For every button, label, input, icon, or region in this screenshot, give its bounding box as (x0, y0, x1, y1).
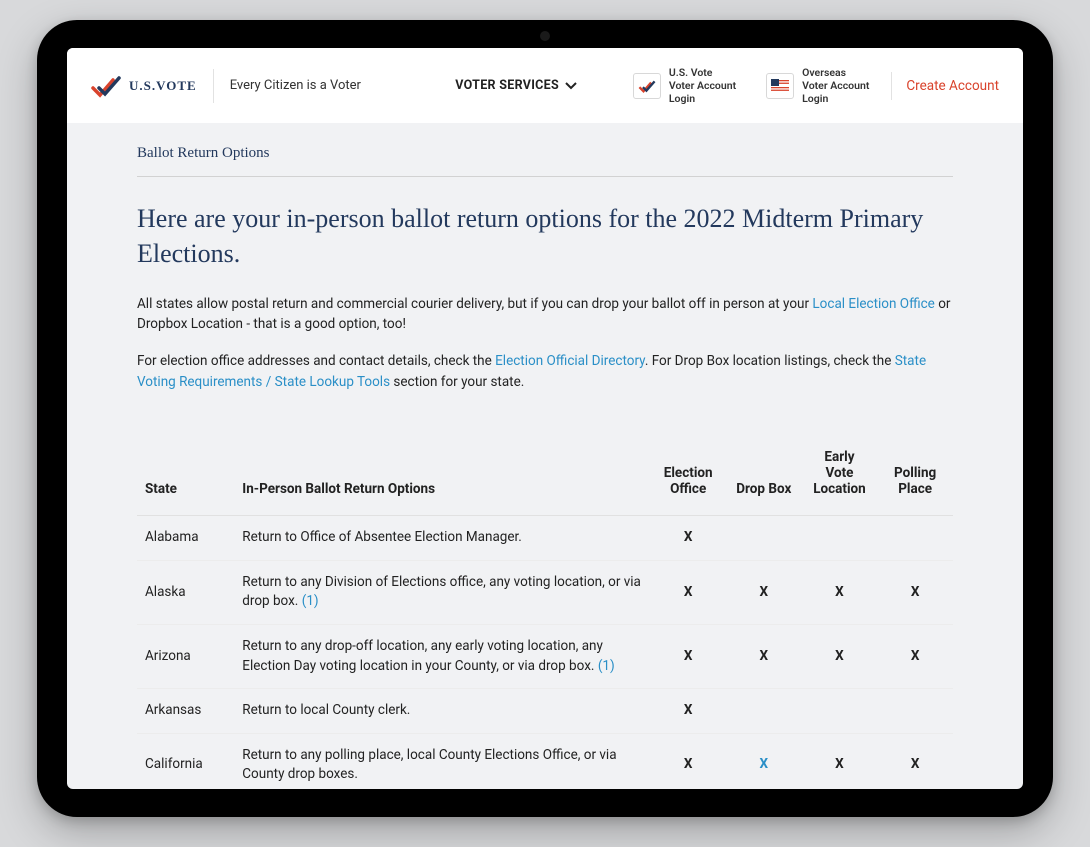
cell-early-vote (802, 689, 878, 734)
tagline: Every Citizen is a Voter (230, 78, 361, 93)
create-account-link[interactable]: Create Account (891, 72, 999, 100)
cell-polling-place (877, 516, 953, 561)
cell-options: Return to local County clerk. (234, 689, 650, 734)
col-state: State (137, 435, 234, 516)
cell-options: Return to any polling place, local Count… (234, 733, 650, 789)
footnote-link[interactable]: (1) (598, 658, 615, 674)
table-row: AlabamaReturn to Office of Absentee Elec… (137, 516, 953, 561)
cell-early-vote: X (802, 624, 878, 688)
col-early-vote: Early Vote Location (802, 435, 878, 516)
voter-services-label: VOTER SERVICES (455, 78, 559, 93)
election-official-directory-link[interactable]: Election Official Directory (495, 353, 645, 369)
cell-drop-box[interactable]: X (726, 733, 802, 789)
table-row: CaliforniaReturn to any polling place, l… (137, 733, 953, 789)
cell-options: Return to Office of Absentee Election Ma… (234, 516, 650, 561)
cell-election-office: X (650, 560, 726, 624)
overseas-login-label: Overseas Voter Account Login (802, 66, 869, 105)
cell-early-vote (802, 516, 878, 561)
cell-drop-box: X (726, 624, 802, 688)
header-divider (213, 69, 214, 103)
cell-state: Arizona (137, 624, 234, 688)
footnote-link[interactable]: (1) (302, 593, 319, 609)
cell-polling-place: X (877, 733, 953, 789)
intro-paragraph-1: All states allow postal return and comme… (137, 294, 953, 336)
logo[interactable]: U.S.VOTE (91, 74, 197, 98)
logo-text: U.S.VOTE (129, 78, 197, 94)
overseas-login-icon (766, 73, 794, 99)
cell-state: California (137, 733, 234, 789)
col-options: In-Person Ballot Return Options (234, 435, 650, 516)
cell-state: Alaska (137, 560, 234, 624)
cell-early-vote: X (802, 733, 878, 789)
cell-drop-box: X (726, 560, 802, 624)
screen: U.S.VOTE Every Citizen is a Voter VOTER … (67, 48, 1023, 789)
cell-election-office: X (650, 624, 726, 688)
cell-options: Return to any drop-off location, any ear… (234, 624, 650, 688)
col-polling-place: Polling Place (877, 435, 953, 516)
cell-options: Return to any Division of Elections offi… (234, 560, 650, 624)
usvote-login-label: U.S. Vote Voter Account Login (669, 66, 736, 105)
cell-polling-place: X (877, 560, 953, 624)
col-drop-box: Drop Box (726, 435, 802, 516)
tablet-frame: U.S.VOTE Every Citizen is a Voter VOTER … (37, 20, 1053, 817)
table-header-row: State In-Person Ballot Return Options El… (137, 435, 953, 516)
main-content: Ballot Return Options Here are your in-p… (67, 123, 1023, 789)
cell-polling-place: X (877, 624, 953, 688)
overseas-login[interactable]: Overseas Voter Account Login (758, 62, 877, 109)
cell-election-office: X (650, 733, 726, 789)
voter-services-dropdown[interactable]: VOTER SERVICES (455, 78, 577, 93)
page-title: Here are your in-person ballot return op… (137, 201, 953, 271)
table-row: ArkansasReturn to local County clerk.X (137, 689, 953, 734)
site-header: U.S.VOTE Every Citizen is a Voter VOTER … (67, 48, 1023, 123)
chevron-down-icon (565, 82, 577, 90)
usvote-login-icon (633, 73, 661, 99)
usvote-logo-icon (91, 74, 121, 98)
col-election-office: Election Office (650, 435, 726, 516)
cell-election-office: X (650, 689, 726, 734)
usvote-login[interactable]: U.S. Vote Voter Account Login (625, 62, 744, 109)
cell-election-office: X (650, 516, 726, 561)
content-divider (137, 176, 953, 177)
table-viewport: State In-Person Ballot Return Options El… (137, 409, 953, 789)
breadcrumb[interactable]: Ballot Return Options (137, 141, 953, 176)
table-row: ArizonaReturn to any drop-off location, … (137, 624, 953, 688)
cell-state: Alabama (137, 516, 234, 561)
ballot-options-table: State In-Person Ballot Return Options El… (137, 435, 953, 789)
table-row: AlaskaReturn to any Division of Election… (137, 560, 953, 624)
intro-paragraph-2: For election office addresses and contac… (137, 351, 953, 393)
local-election-office-link[interactable]: Local Election Office (812, 296, 934, 312)
cell-early-vote: X (802, 560, 878, 624)
cell-state: Arkansas (137, 689, 234, 734)
cell-drop-box (726, 516, 802, 561)
cell-polling-place (877, 689, 953, 734)
cell-drop-box (726, 689, 802, 734)
